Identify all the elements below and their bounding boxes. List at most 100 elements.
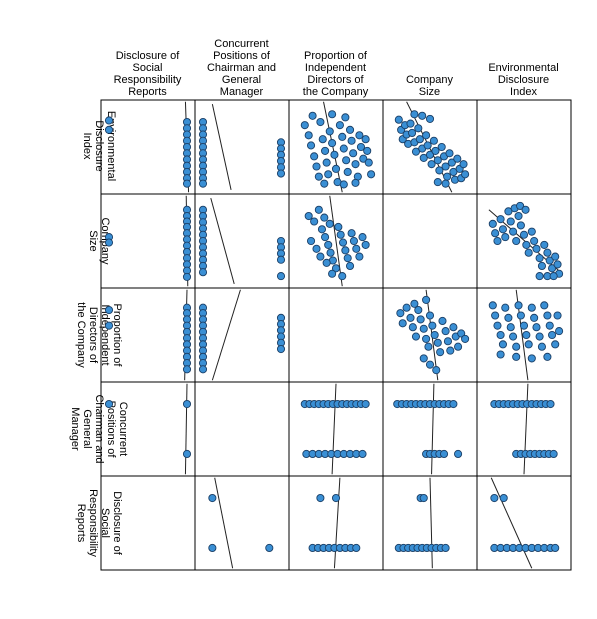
data-point — [320, 213, 329, 222]
data-point — [443, 337, 452, 346]
column-label-environmental-index: Environmental Disclosure Index — [488, 62, 559, 98]
fit-line — [211, 103, 232, 191]
data-point — [182, 272, 192, 281]
data-point — [198, 179, 208, 188]
panel-r0-c0 — [104, 101, 192, 193]
data-point — [446, 346, 455, 355]
panel-r3-c4 — [490, 383, 558, 475]
data-point — [430, 330, 439, 340]
data-point — [488, 219, 497, 228]
data-point — [532, 244, 541, 253]
data-point — [198, 365, 208, 374]
data-point — [496, 350, 505, 359]
data-point — [425, 150, 435, 159]
data-point — [321, 146, 330, 155]
data-point — [504, 207, 513, 216]
data-point — [182, 449, 192, 459]
data-point — [352, 543, 361, 553]
data-point — [331, 493, 341, 503]
data-point — [501, 233, 510, 242]
data-point — [310, 152, 319, 161]
column-label-social-responsibility: Disclosure of Social Responsibility Repo… — [113, 50, 182, 98]
data-point — [496, 330, 505, 340]
fit-line — [490, 477, 533, 569]
data-point — [553, 311, 562, 320]
data-point — [104, 321, 114, 330]
data-point — [338, 238, 348, 247]
data-point — [516, 311, 525, 320]
panel-r1-c2 — [304, 195, 370, 287]
data-point — [306, 141, 316, 150]
data-point — [519, 230, 529, 239]
data-point — [358, 449, 367, 459]
data-point — [512, 352, 521, 361]
data-point — [535, 272, 544, 281]
data-point — [516, 221, 525, 230]
data-point — [427, 160, 436, 169]
data-point — [543, 248, 552, 257]
data-point — [324, 170, 333, 179]
data-point — [488, 301, 497, 310]
data-point — [509, 332, 518, 341]
data-point — [314, 172, 323, 181]
data-point — [408, 323, 417, 332]
data-point — [343, 167, 352, 177]
data-point — [359, 154, 368, 163]
data-point — [433, 178, 442, 187]
data-point — [441, 327, 450, 336]
data-point — [322, 258, 331, 267]
data-point — [512, 342, 521, 351]
data-point — [449, 323, 458, 332]
data-point — [535, 254, 544, 263]
data-point — [522, 240, 531, 249]
data-point — [454, 449, 463, 459]
panel-r4-c4 — [490, 477, 560, 569]
data-point — [411, 332, 421, 341]
data-point — [493, 236, 502, 246]
panel-r4-c3 — [394, 477, 450, 569]
data-point — [416, 315, 425, 324]
data-point — [491, 229, 500, 238]
data-point — [521, 205, 530, 214]
data-point — [394, 115, 403, 124]
data-point — [276, 344, 286, 354]
panel-r1-c0 — [104, 195, 192, 287]
panel-r0-c3 — [394, 101, 470, 193]
panel-r2-c0 — [104, 289, 192, 381]
data-point — [551, 543, 560, 553]
data-point — [537, 342, 546, 351]
data-point — [104, 305, 114, 315]
column-label-company-size: Company Size — [405, 74, 454, 98]
fit-line — [431, 383, 435, 475]
panel-r3-c0 — [104, 383, 192, 475]
data-point — [524, 248, 533, 257]
panel-r4-c1 — [208, 477, 274, 569]
data-point — [435, 166, 444, 175]
data-point — [328, 139, 337, 148]
data-point — [182, 179, 192, 188]
data-point — [316, 493, 325, 503]
data-point — [276, 169, 286, 178]
data-point — [428, 321, 437, 330]
data-point — [367, 170, 376, 179]
data-point — [549, 272, 558, 281]
data-point — [436, 348, 445, 357]
data-point — [410, 110, 419, 119]
data-point — [338, 132, 347, 141]
data-point — [322, 158, 331, 167]
data-point — [328, 269, 337, 278]
panel-r2-c3 — [396, 289, 470, 381]
column-label-concurrent-positions: Concurrent Positions of Chairman and Gen… — [206, 38, 277, 98]
panel-r2-c4 — [488, 289, 564, 381]
data-point — [432, 366, 441, 375]
data-point — [449, 399, 458, 409]
data-point — [316, 117, 325, 127]
data-point — [419, 493, 428, 503]
data-point — [545, 256, 554, 265]
fit-line — [333, 477, 341, 569]
data-point — [331, 164, 341, 173]
data-point — [506, 323, 515, 332]
data-point — [318, 135, 327, 144]
data-point — [198, 268, 208, 277]
data-point — [551, 252, 560, 261]
